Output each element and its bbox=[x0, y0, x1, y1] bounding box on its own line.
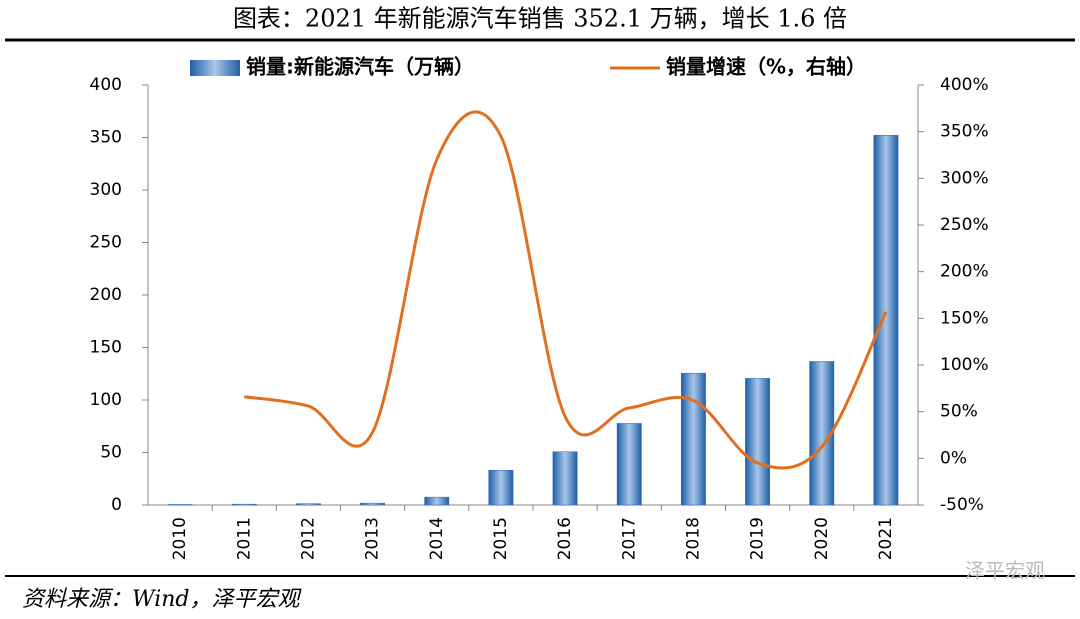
y-tick-label: 350 bbox=[90, 128, 122, 148]
x-tick-label: 2015 bbox=[491, 517, 511, 560]
line bbox=[244, 110, 888, 470]
y2-tick-label: 350% bbox=[940, 122, 989, 142]
chart-title: 图表：2021 年新能源汽车销售 352.1 万辆，增长 1.6 倍 bbox=[233, 5, 847, 33]
x-tick-label: 2014 bbox=[427, 517, 447, 560]
x-tick-label: 2013 bbox=[363, 517, 383, 560]
y-tick-label: 400 bbox=[90, 75, 122, 95]
y-tick-label: 250 bbox=[90, 233, 122, 253]
x-tick-label: 2011 bbox=[234, 517, 254, 560]
x-tick-label: 2021 bbox=[876, 517, 896, 560]
legend-swatch bbox=[190, 60, 240, 76]
bar bbox=[488, 469, 514, 506]
x-tick-label: 2019 bbox=[748, 517, 768, 560]
y2-tick-label: 50% bbox=[940, 402, 978, 422]
y2-tick-label: 200% bbox=[940, 262, 989, 282]
bar bbox=[231, 503, 257, 506]
x-tick-label: 2016 bbox=[555, 517, 575, 560]
x-tick-label: 2020 bbox=[812, 517, 832, 560]
x-tick-label: 2018 bbox=[683, 517, 703, 560]
x-tick-label: 2017 bbox=[619, 517, 639, 560]
y2-tick-label: 0% bbox=[940, 448, 967, 468]
y2-tick-label: -50% bbox=[940, 495, 984, 515]
legend-label: 销量:新能源汽车（万辆） bbox=[246, 55, 474, 79]
y2-tick-label: 250% bbox=[940, 215, 989, 235]
x-tick-label: 2010 bbox=[170, 517, 190, 560]
bar bbox=[295, 503, 321, 506]
y2-tick-label: 150% bbox=[940, 308, 989, 328]
bar bbox=[680, 372, 706, 506]
bar bbox=[745, 378, 771, 506]
y2-tick-label: 300% bbox=[940, 168, 989, 188]
bar bbox=[424, 496, 450, 506]
bar bbox=[873, 135, 899, 506]
y2-tick-label: 100% bbox=[940, 355, 989, 375]
y-tick-label: 0 bbox=[111, 495, 122, 515]
bar bbox=[167, 504, 193, 506]
bar bbox=[360, 502, 386, 506]
y2-tick-label: 400% bbox=[940, 75, 989, 95]
y-tick-label: 300 bbox=[90, 180, 122, 200]
bar bbox=[616, 423, 642, 506]
y-tick-label: 50 bbox=[100, 443, 122, 463]
legend-label: 销量增速（%，右轴） bbox=[666, 55, 866, 79]
y-tick-label: 200 bbox=[90, 285, 122, 305]
x-tick-label: 2012 bbox=[298, 517, 318, 560]
y-tick-label: 100 bbox=[90, 390, 122, 410]
watermark: 泽平宏观 bbox=[965, 559, 1045, 583]
source: 资料来源：Wind，泽平宏观 bbox=[22, 587, 303, 612]
bar bbox=[552, 451, 578, 506]
y-tick-label: 150 bbox=[90, 338, 122, 358]
